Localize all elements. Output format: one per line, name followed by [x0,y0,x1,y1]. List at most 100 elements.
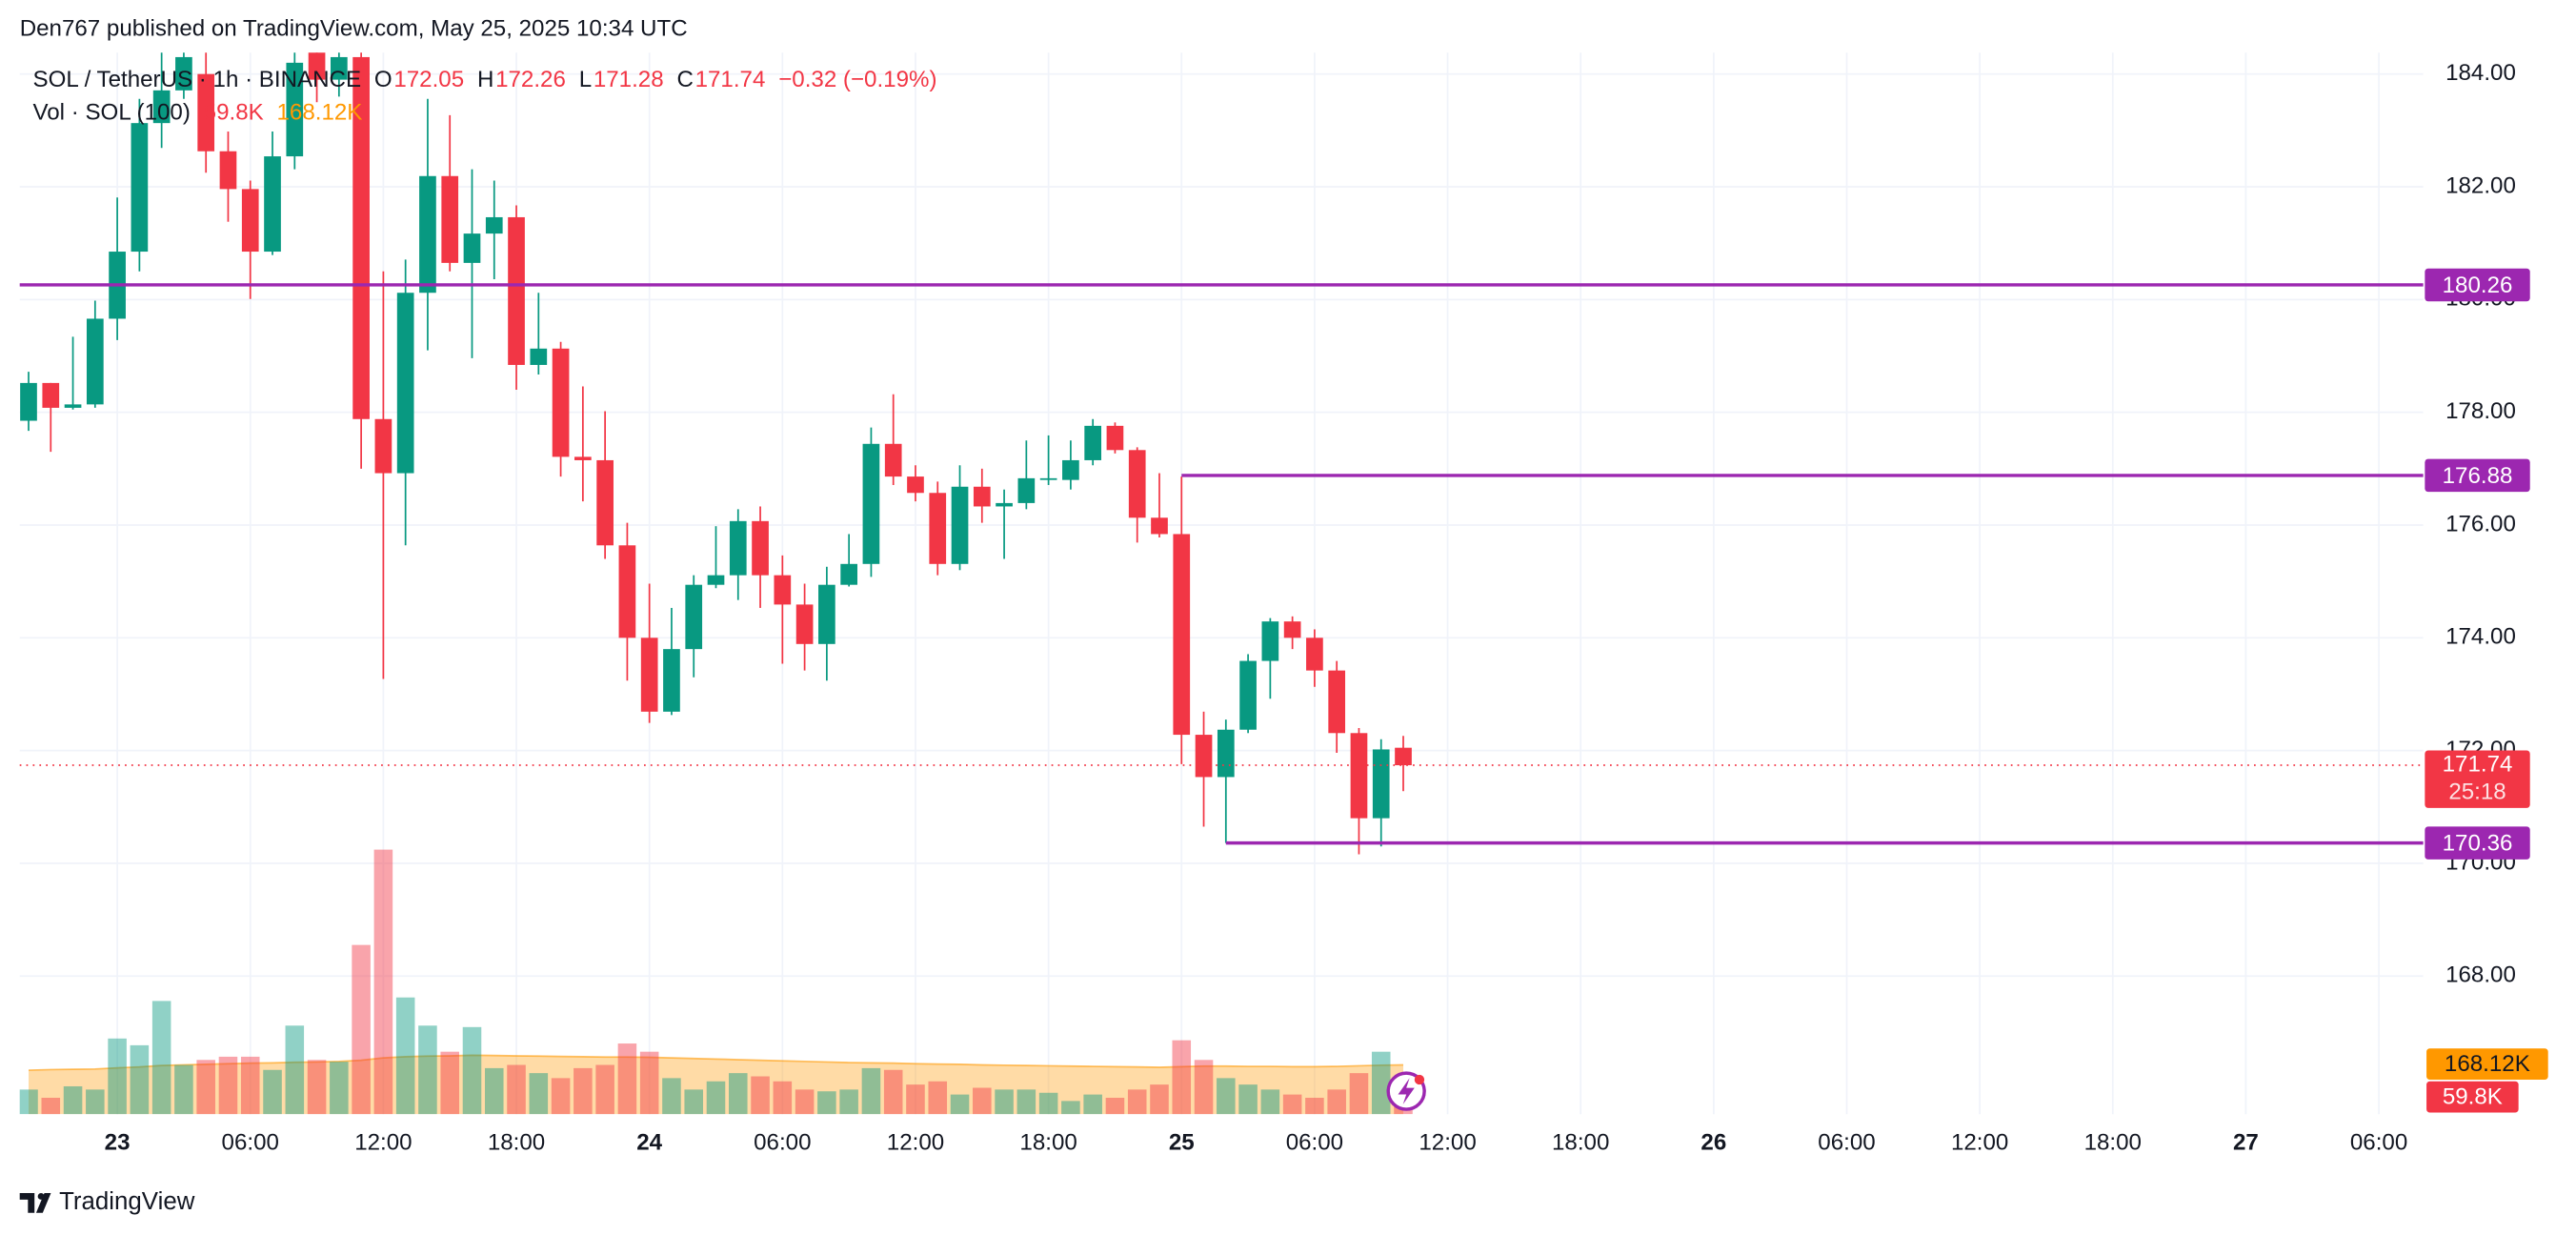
candle-body [219,151,237,190]
legend-volume: 59.8K [204,99,264,125]
volume-bar [574,1067,593,1115]
volume-bar [108,1038,127,1115]
x-tick-label: 06:00 [222,1130,279,1156]
volume-bar [795,1089,815,1115]
candle-body [197,73,215,152]
candle-body [485,216,503,234]
candle-body [1128,450,1146,518]
volume-bar [1083,1094,1102,1115]
attribution: Den767 published on TradingView.com, May… [20,15,688,41]
x-tick-label: 26 [1701,1130,1726,1156]
candle-body [1017,477,1036,503]
status-icon-bolt[interactable] [1398,1078,1415,1104]
legend-change: −0.32 (−0.19%) [778,67,936,92]
candle-body [596,459,614,546]
brand-logo-dot[interactable] [37,1193,45,1200]
volume-bar [950,1094,970,1115]
candle-body [1217,729,1235,778]
candle-body [752,520,769,576]
candle-body [574,456,592,460]
candle-body [663,649,680,712]
brand[interactable]: TradingView [19,1188,195,1215]
status-icon[interactable] [1386,1071,1426,1111]
volume-bar [1238,1084,1258,1115]
legend-open: 172.05 [393,67,464,92]
volume-tag-label: 59.8K [2443,1083,2503,1109]
candle-body [552,348,570,457]
candle-body [286,62,304,157]
candle-body [530,348,548,365]
volume-ma-tag [2426,1048,2548,1081]
x-tick-label: 06:00 [1286,1130,1343,1156]
volume-bar [617,1043,637,1115]
candle-body [907,476,924,494]
price-pane [20,52,1412,855]
volume-bar [973,1087,992,1115]
volume-bar [729,1073,748,1115]
candle-body [1350,733,1368,819]
x-tick-label: 25 [1169,1130,1195,1156]
candle-body [1239,660,1257,730]
legend-letter: H [477,67,493,92]
y-tick-label: 176.00 [2445,511,2516,537]
level-tag-label: 176.88 [2443,463,2513,489]
candle-body [131,123,149,253]
candle-body [396,293,414,474]
volume-bar [1172,1040,1192,1115]
volume-bar [151,1001,171,1115]
candle-body [1151,517,1168,535]
volume-bar [19,1089,38,1115]
candle-body [441,175,459,263]
candle-body [1283,621,1301,638]
volume-bar [240,1056,260,1115]
x-tick-label: 18:00 [1019,1130,1077,1156]
x-tick-label: 12:00 [354,1130,412,1156]
candle-body [795,604,814,644]
x-tick-label: 27 [2233,1130,2259,1156]
volume-bar [263,1069,282,1115]
candle-body [996,502,1013,507]
candle-body [419,175,436,294]
volume-bar [751,1076,770,1115]
volume-bar [639,1051,659,1115]
candle-body [508,216,525,365]
x-tick-label: 24 [636,1130,662,1156]
volume-bar [86,1089,105,1115]
x-tick-label: 12:00 [887,1130,944,1156]
brand-name[interactable]: TradingView [59,1188,195,1215]
candle-body [1084,425,1102,460]
legend-high: 172.26 [495,67,566,92]
candle-body [64,404,82,408]
volume-bar [861,1067,881,1115]
volume-bar [1061,1101,1080,1115]
volume-bar [373,849,393,1115]
candle-body [929,493,947,564]
volume-bar [839,1089,858,1115]
volume-bar [595,1064,614,1115]
volume-bar [1016,1089,1036,1115]
y-tick-label: 168.00 [2445,962,2516,988]
volume-bar [285,1025,305,1115]
x-tick-label: 12:00 [1951,1130,2008,1156]
candle-body [729,520,747,576]
x-tick-label: 06:00 [2350,1130,2407,1156]
candle-body [374,418,392,474]
status-icon-dot[interactable] [1414,1074,1425,1085]
level-tag-label: 180.26 [2443,273,2513,298]
volume-bar [706,1081,726,1115]
volume-bar [330,1062,349,1115]
candle-body [1306,638,1323,671]
legend-title: SOL / TetherUS · 1h · BINANCE [32,67,361,92]
candle-body [884,443,902,477]
volume-bar [174,1064,193,1115]
volume-bar [418,1025,437,1115]
candle-body [707,575,725,585]
volume-bar [196,1060,215,1115]
volume-bar [529,1073,549,1115]
volume-bar [307,1060,327,1115]
legend-letter: O [374,67,392,92]
candle-body [241,189,259,253]
x-tick-label: 06:00 [754,1130,811,1156]
candle-body [1039,477,1057,480]
